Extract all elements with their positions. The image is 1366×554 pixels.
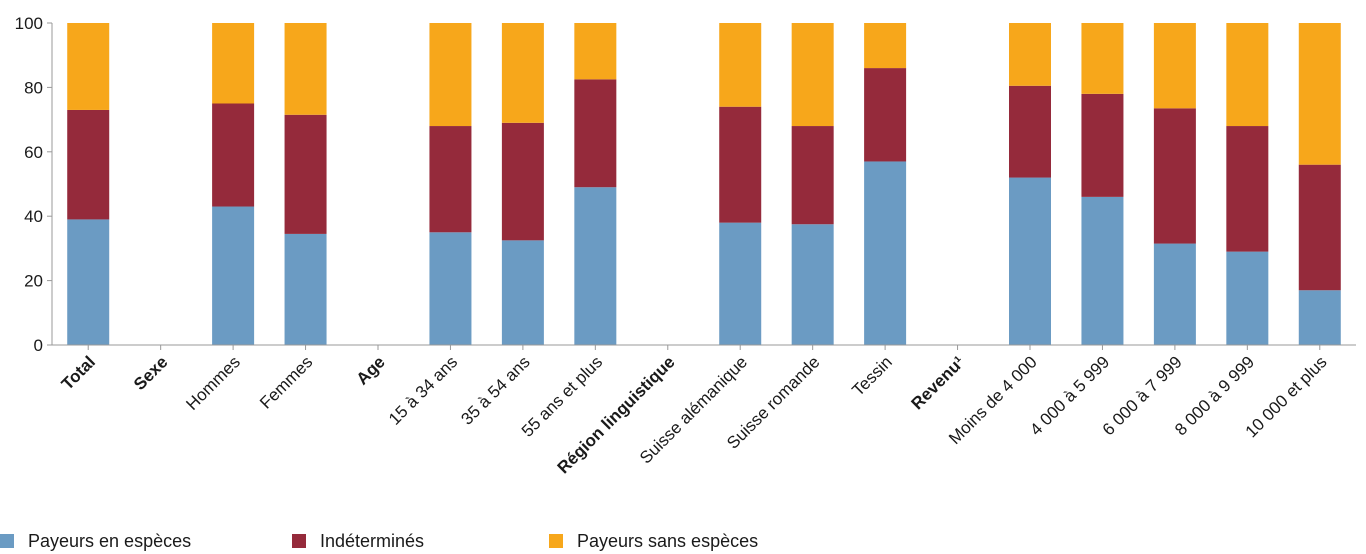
bar-segment (864, 23, 907, 69)
y-tick-label: 20 (24, 272, 43, 291)
bar-segment (501, 122, 544, 241)
bar-segment (1298, 290, 1341, 345)
bar-segment (212, 206, 255, 345)
x-category-label: Hommes (182, 352, 244, 414)
y-tick-label: 80 (24, 78, 43, 97)
legend-swatch-undetermined (292, 534, 306, 548)
y-tick-label: 100 (15, 14, 43, 33)
bar-segment (1009, 23, 1051, 86)
legend-label-cashless: Payeurs sans espèces (577, 530, 759, 551)
bar-segment (791, 224, 834, 345)
y-tick-label: 60 (24, 143, 43, 162)
bar-segment (719, 222, 762, 345)
x-category-label: Tessin (848, 352, 896, 400)
x-group-label: Age (353, 352, 389, 388)
x-group-label: Sexe (130, 352, 172, 394)
bar-segment (284, 233, 327, 345)
bar-segment (1226, 126, 1269, 252)
x-category-label: Femmes (256, 352, 316, 412)
y-tick-label: 0 (34, 336, 43, 355)
bar-segment (574, 79, 617, 188)
bar-segment (501, 240, 544, 345)
legend-label-cash: Payeurs en espèces (28, 530, 192, 551)
x-group-label: Total (58, 352, 99, 393)
bar-segment (501, 23, 544, 123)
bar-segment (1081, 196, 1124, 345)
x-group-label: Région linguistique (554, 352, 679, 477)
bar-segment (1226, 23, 1269, 127)
legend-item-undetermined: Indéterminés (292, 531, 549, 552)
bar-segment (864, 161, 907, 345)
bar-segment (574, 23, 617, 80)
bar-segment (719, 106, 762, 223)
x-group-label: Revenu¹ (908, 352, 969, 413)
legend-swatch-cash (0, 534, 14, 548)
x-category-label: 35 à 54 ans (457, 352, 533, 428)
bar-segment (1153, 243, 1196, 345)
bar-segment (574, 187, 617, 345)
bar-segment (284, 23, 327, 115)
legend: Payeurs en espèces Indéterminés Payeurs … (0, 528, 758, 554)
bar-segment (67, 23, 110, 110)
bar-segment (1226, 251, 1269, 345)
bar-segment (791, 23, 834, 127)
y-tick-label: 40 (24, 207, 43, 226)
legend-swatch-cashless (549, 534, 563, 548)
bar-segment (429, 23, 472, 127)
bar-segment (67, 109, 110, 220)
bar-segment (212, 103, 255, 207)
bar-segment (719, 23, 762, 107)
bar-segment (864, 68, 907, 162)
y-axis: 0 20 40 60 80 100 (15, 14, 53, 355)
bars (67, 23, 1341, 345)
bar-segment (1153, 108, 1196, 244)
bar-segment (284, 114, 327, 234)
bar-segment (1153, 23, 1196, 109)
x-category-label: 15 à 34 ans (385, 352, 461, 428)
bar-segment (1298, 164, 1341, 291)
bar-segment (429, 126, 472, 233)
bar-segment (1081, 23, 1124, 94)
bar-segment (1298, 23, 1341, 165)
bar-segment (429, 232, 472, 345)
legend-item-cash: Payeurs en espèces (0, 531, 292, 552)
bar-segment (67, 219, 110, 345)
bar-segment (791, 126, 834, 225)
bar-segment (1009, 85, 1051, 178)
bar-segment (1009, 177, 1051, 345)
bar-segment (1081, 93, 1124, 197)
legend-item-cashless: Payeurs sans espèces (549, 531, 758, 552)
legend-label-undetermined: Indéterminés (320, 530, 425, 551)
bar-segment (212, 23, 255, 104)
